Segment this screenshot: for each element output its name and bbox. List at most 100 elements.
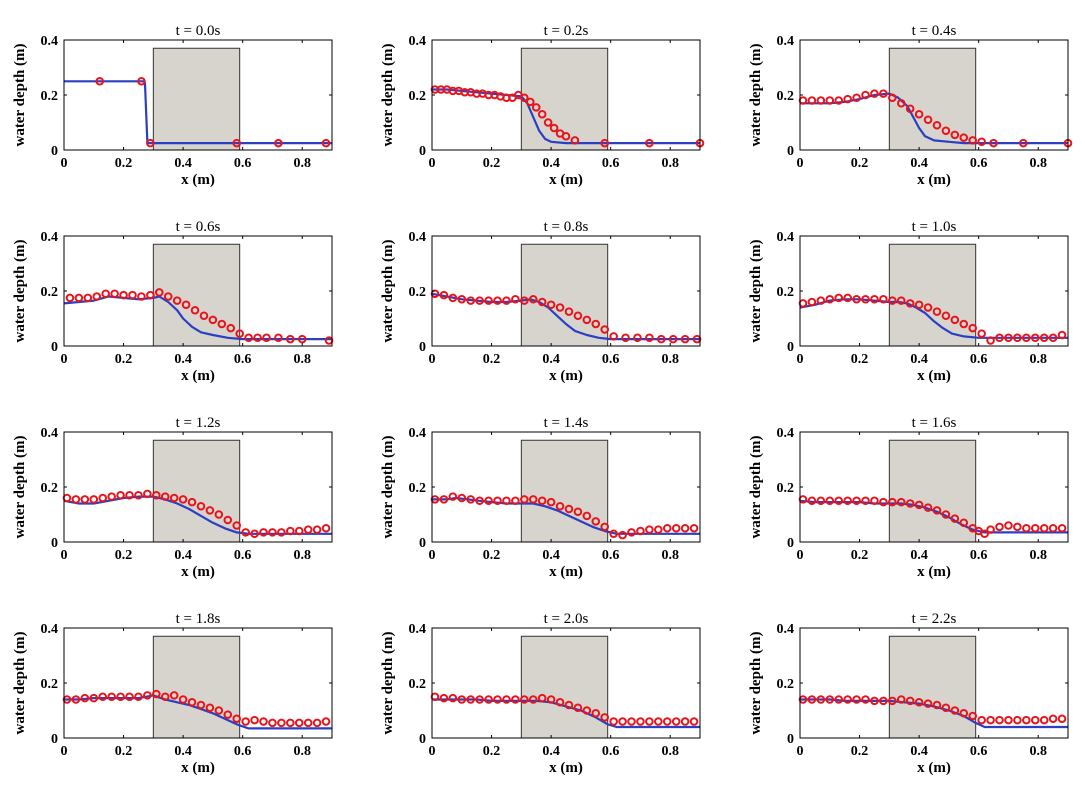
experiment-point: [636, 717, 645, 726]
experiment-point: [618, 717, 627, 726]
x-tick-label: 0: [429, 744, 436, 759]
experiment-point: [223, 515, 233, 525]
subplot-title: t = 0.0s: [176, 23, 221, 39]
y-axis-label: water depth (m): [380, 435, 396, 538]
x-tick-label: 0.2: [115, 352, 133, 367]
experiment-point: [484, 695, 493, 704]
y-tick-label: 0: [51, 732, 58, 747]
experiment-point: [662, 717, 672, 726]
x-axis-label: x (m): [549, 368, 583, 384]
experiment-point: [223, 710, 233, 719]
x-tick-label: 0: [797, 156, 804, 171]
x-tick-label: 0.2: [483, 744, 501, 759]
x-tick-label: 0: [429, 156, 436, 171]
experiment-point: [689, 717, 699, 726]
experiment-point: [1057, 523, 1067, 533]
experiment-point: [502, 496, 511, 506]
experiment-point: [457, 695, 467, 704]
experiment-point: [668, 334, 678, 344]
x-tick-label: 0.2: [851, 352, 869, 367]
obstacle-block: [520, 243, 609, 347]
experiment-point: [627, 717, 636, 726]
experiment-point: [303, 525, 313, 534]
y-tick-label: 0: [419, 536, 426, 551]
experiment-point: [680, 717, 690, 726]
experiment-point: [798, 495, 808, 504]
y-tick-label: 0.2: [41, 89, 59, 104]
experiment-point: [484, 296, 493, 305]
experiment-point: [896, 98, 906, 108]
x-tick-label: 0: [61, 548, 68, 563]
experiment-point: [190, 305, 200, 315]
experiment-point: [178, 495, 188, 504]
experiment-point: [484, 496, 493, 506]
subplot-4: 0 0.2 0.4 0.6 0.8 0 0.2 0.4 t = 0.6s x (m) water d…: [12, 219, 334, 384]
experiment-point: [573, 311, 583, 321]
subplot-title: t = 0.6s: [176, 219, 221, 235]
subplot-8: 0 0.2 0.4 0.6 0.8 0 0.2 0.4 t = 1.4s x (m) water d…: [380, 415, 701, 580]
experiment-point: [125, 692, 134, 702]
experiment-point: [680, 523, 690, 533]
y-axis-label: water depth (m): [380, 43, 396, 146]
x-axis-label: x (m): [917, 368, 951, 384]
experiment-point: [241, 717, 250, 726]
experiment-point: [324, 336, 334, 345]
x-tick-label: 0.4: [910, 352, 928, 367]
y-tick-label: 0.4: [41, 622, 59, 637]
experiment-point: [277, 528, 286, 537]
experiment-point: [1022, 333, 1031, 343]
experiment-point: [502, 296, 511, 305]
y-tick-label: 0.2: [409, 89, 427, 104]
experiment-point: [232, 714, 242, 724]
y-tick-label: 0.2: [41, 677, 59, 692]
y-tick-label: 0.2: [777, 89, 795, 104]
y-tick-label: 0: [419, 732, 426, 747]
experiment-point: [199, 311, 209, 321]
experiment-point: [187, 497, 197, 507]
y-tick-label: 0: [787, 340, 794, 355]
experiment-point: [986, 715, 995, 725]
subplot-12: 0 0.2 0.4 0.6 0.8 0 0.2 0.4 t = 2.2s x (m) water d…: [748, 611, 1069, 776]
subplot-1: 0 0.2 0.4 0.6 0.8 0 0.2 0.4 t = 0.0s x (m) water d…: [12, 23, 333, 188]
experiment-point: [861, 695, 870, 704]
y-tick-label: 0.4: [409, 622, 427, 637]
subplot-title: t = 2.2s: [912, 611, 957, 627]
experiment-point: [110, 289, 119, 299]
experiment-point: [439, 290, 449, 300]
y-tick-label: 0: [51, 340, 58, 355]
x-tick-label: 0: [61, 744, 68, 759]
experiment-point: [546, 300, 556, 310]
experiment-point: [816, 296, 826, 305]
y-tick-label: 0.4: [409, 426, 427, 441]
experiment-point: [1048, 333, 1058, 343]
x-tick-label: 0: [797, 352, 804, 367]
experiment-point: [816, 695, 826, 704]
x-tick-label: 0.2: [115, 744, 133, 759]
experiment-point: [125, 490, 134, 500]
experiment-point: [564, 504, 574, 514]
experiment-point: [232, 138, 242, 148]
experiment-point: [977, 329, 986, 338]
experiment-point: [834, 695, 844, 704]
experiment-point: [83, 293, 93, 303]
experiment-point: [941, 126, 951, 136]
experiment-point: [74, 293, 84, 303]
experiment-point: [600, 713, 610, 722]
experiment-point: [888, 497, 897, 507]
experiment-point: [591, 517, 601, 526]
experiment-point: [870, 696, 879, 706]
simulation-line: [63, 495, 332, 535]
experiment-point: [807, 96, 817, 105]
experiment-point: [274, 333, 283, 343]
experiment-point: [888, 696, 897, 706]
subplot-title: t = 0.4s: [912, 23, 957, 39]
subplot-title: t = 1.4s: [544, 415, 589, 431]
experiment-point: [834, 293, 844, 303]
y-tick-label: 0: [787, 536, 794, 551]
experiment-point: [654, 525, 663, 534]
experiment-point: [226, 323, 236, 333]
experiment-point: [627, 528, 636, 537]
experiment-point: [870, 89, 879, 98]
experiment-point: [645, 138, 654, 148]
